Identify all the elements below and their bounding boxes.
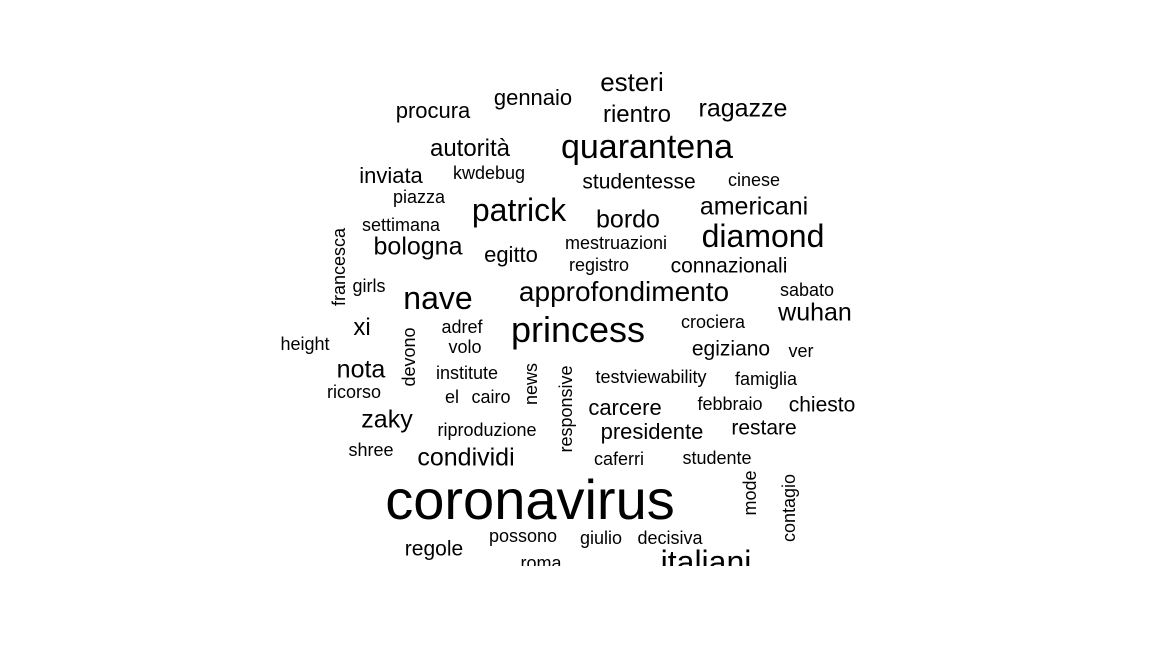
word-famiglia: famiglia: [734, 369, 798, 389]
word-news: news: [521, 362, 541, 406]
word-girls: girls: [352, 276, 386, 296]
word-shree: shree: [348, 440, 394, 460]
word-contagio: contagio: [779, 473, 799, 543]
word-el: el: [444, 387, 460, 407]
word-cairo: cairo: [471, 387, 511, 407]
word-febbraio: febbraio: [697, 394, 763, 414]
word-presidente: presidente: [600, 419, 704, 444]
word-mode: mode: [740, 470, 760, 516]
word-zaky: zaky: [361, 405, 413, 434]
word-mestruazioni: mestruazioni: [564, 233, 668, 253]
word-settimana: settimana: [361, 215, 441, 235]
word-bologna: bologna: [373, 232, 463, 261]
word-princess: princess: [510, 309, 646, 350]
word-cloud: coronavirus quarantena princess diamond patr…: [270, 70, 890, 566]
word-studentesse: studentesse: [582, 170, 696, 194]
word-kwdebug: kwdebug: [452, 163, 526, 183]
word-patrick: patrick: [471, 192, 567, 228]
word-gennaio: gennaio: [493, 85, 573, 110]
word-approfondimento: approfondimento: [518, 276, 730, 307]
word-wuhan: wuhan: [778, 298, 852, 327]
word-riproduzione: riproduzione: [437, 420, 537, 440]
word-americani: americani: [699, 192, 809, 221]
word-possono: possono: [488, 526, 558, 546]
word-nave: nave: [403, 280, 473, 316]
word-adref: adref: [441, 317, 483, 337]
word-cinese: cinese: [727, 170, 781, 190]
word-esteri: esteri: [600, 70, 664, 97]
word-testviewability: testviewability: [595, 367, 707, 387]
word-registro: registro: [568, 255, 630, 275]
word-ricorso: ricorso: [326, 382, 382, 402]
word-carcere: carcere: [588, 395, 662, 420]
word-chiesto: chiesto: [788, 393, 856, 417]
word-height: height: [280, 334, 330, 354]
word-studente: studente: [682, 448, 752, 468]
word-responsive: responsive: [556, 365, 576, 453]
word-nota: nota: [336, 355, 386, 384]
word-ragazze: ragazze: [698, 94, 788, 123]
word-connazionali: connazionali: [670, 254, 788, 278]
word-procura: procura: [395, 98, 471, 123]
word-sabato: sabato: [779, 280, 835, 300]
word-francesca: francesca: [329, 227, 349, 307]
word-caferri: caferri: [593, 449, 645, 469]
word-restare: restare: [731, 416, 797, 440]
word-roma: roma: [520, 553, 562, 566]
word-ver: ver: [788, 341, 814, 361]
word-egiziano: egiziano: [691, 337, 771, 361]
word-quarantena: quarantena: [560, 128, 734, 166]
word-bordo: bordo: [596, 205, 660, 234]
word-devono: devono: [399, 327, 419, 387]
word-crociera: crociera: [680, 312, 746, 332]
word-condividi: condividi: [417, 443, 515, 472]
word-italiani: italiani: [660, 544, 752, 566]
word-inviata: inviata: [359, 163, 423, 188]
word-coronavirus: coronavirus: [385, 468, 675, 531]
word-autorit-: autorità: [429, 135, 511, 162]
word-diamond: diamond: [701, 218, 825, 254]
word-institute: institute: [435, 363, 499, 383]
word-regole: regole: [404, 537, 464, 561]
word-piazza: piazza: [392, 187, 446, 207]
word-egitto: egitto: [484, 242, 538, 267]
word-decisiva: decisiva: [637, 528, 703, 548]
word-volo: volo: [448, 337, 482, 357]
word-rientro: rientro: [602, 101, 672, 128]
word-giulio: giulio: [579, 528, 623, 548]
word-xi: xi: [353, 314, 371, 341]
